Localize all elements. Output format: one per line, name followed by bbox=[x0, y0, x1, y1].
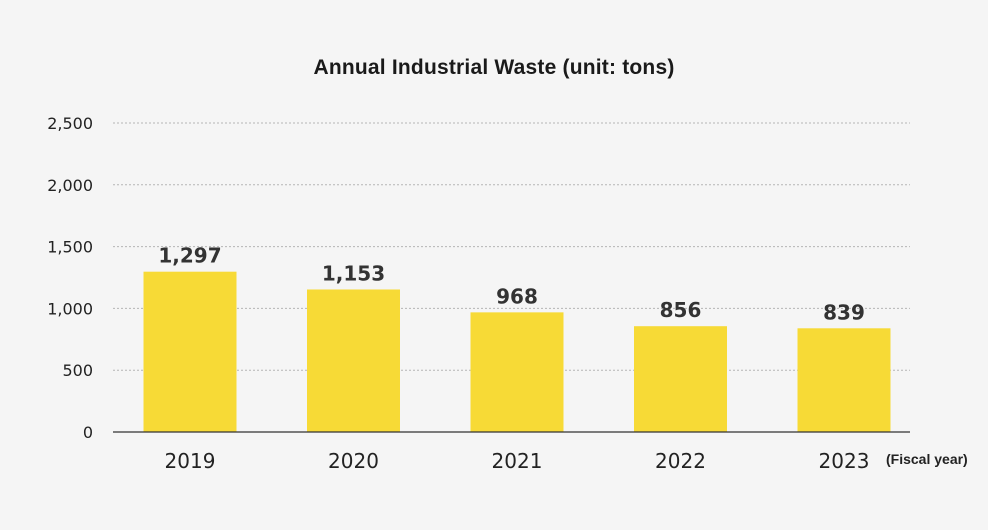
bar-value-label: 1,297 bbox=[158, 244, 221, 268]
y-axis-ticks: 0 500 1,000 1,500 2,000 2,500 bbox=[47, 114, 93, 442]
bar bbox=[634, 326, 727, 432]
y-tick-label: 2,000 bbox=[47, 176, 93, 195]
x-axis-labels: 2019 2020 2021 2022 2023 bbox=[165, 449, 870, 473]
x-tick-label: 2022 bbox=[655, 449, 706, 473]
x-axis-unit-label: (Fiscal year) bbox=[886, 451, 968, 467]
y-tick-label: 1,500 bbox=[47, 238, 93, 257]
y-tick-label: 0 bbox=[83, 423, 93, 442]
bars bbox=[143, 271, 891, 432]
y-tick-label: 1,000 bbox=[47, 299, 93, 318]
x-tick-label: 2019 bbox=[165, 449, 216, 473]
bar bbox=[797, 328, 891, 432]
bar-value-label: 856 bbox=[660, 298, 702, 322]
bar-value-label: 968 bbox=[496, 284, 538, 308]
x-tick-label: 2020 bbox=[328, 449, 379, 473]
x-tick-label: 2023 bbox=[819, 449, 870, 473]
x-tick-label: 2021 bbox=[492, 449, 543, 473]
bar-value-label: 839 bbox=[823, 300, 865, 324]
bar-value-label: 1,153 bbox=[322, 261, 385, 285]
bar bbox=[307, 289, 400, 432]
bar bbox=[470, 312, 564, 432]
y-tick-label: 2,500 bbox=[47, 114, 93, 133]
data-labels: 1,297 1,153 968 856 839 bbox=[158, 244, 865, 325]
gridlines bbox=[113, 122, 910, 371]
chart-title: Annual Industrial Waste (unit: tons) bbox=[313, 56, 675, 79]
y-tick-label: 500 bbox=[62, 361, 93, 380]
bar bbox=[143, 271, 237, 432]
